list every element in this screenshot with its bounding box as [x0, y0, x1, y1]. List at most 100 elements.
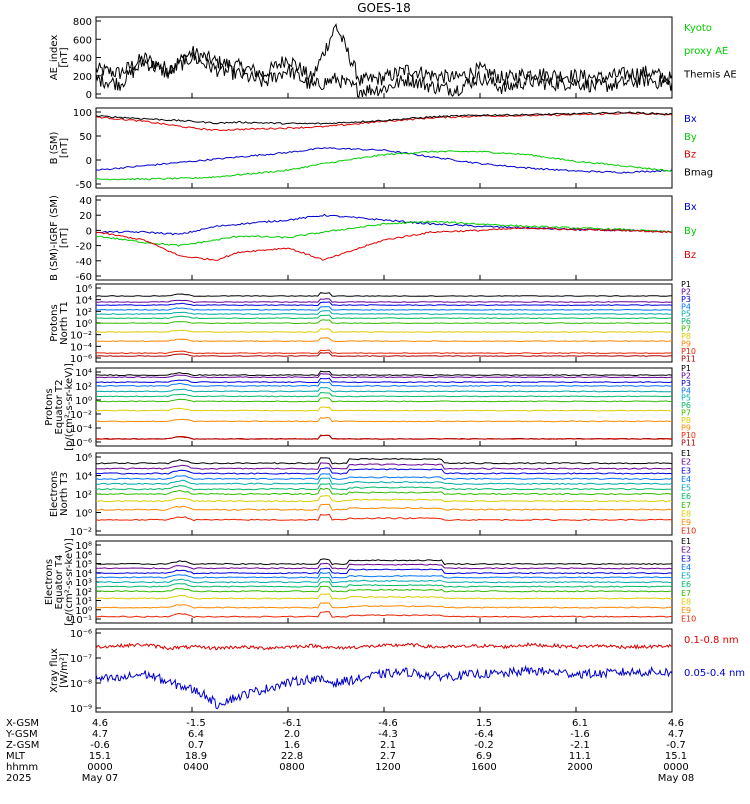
series-line-P4 — [95, 381, 673, 387]
ephemeris-value: May 07 — [82, 773, 119, 784]
ephemeris-value: -0.2 — [474, 740, 494, 751]
series-line-E5 — [95, 477, 673, 485]
y-tick-label: 10⁵ — [75, 560, 92, 571]
channel-label: P3 — [681, 295, 691, 304]
y-axis-label: Protons — [44, 388, 55, 425]
series-line-E10 — [95, 513, 673, 522]
panel-bigrf: 40 20 0 -20 -40 -60 B (SM)-IGRF (SM) [nT] Bx By Bz — [49, 195, 697, 283]
y-axis-label: North T1 — [59, 301, 70, 345]
legend-entry: proxy AE — [684, 46, 728, 57]
y-tick-label: 10⁻⁴ — [70, 424, 92, 435]
y-axis-label: Electrons — [49, 471, 60, 517]
channel-label: E10 — [681, 527, 696, 536]
ephemeris-value: 0.7 — [188, 740, 204, 751]
ephemeris-value: 11.1 — [569, 751, 591, 762]
y-axis-label: Equator T4 — [54, 555, 65, 610]
plot-title: GOES-18 — [357, 1, 411, 15]
channel-label: E1 — [681, 537, 691, 546]
y-tick-label: -60 — [76, 272, 92, 283]
series-line-P8 — [95, 406, 672, 412]
y-tick-label: 100 — [73, 108, 92, 119]
channel-label: P4 — [681, 386, 691, 395]
ephemeris-value: -4.6 — [378, 718, 398, 729]
series-line-P9 — [95, 416, 673, 423]
y-tick-label: 10² — [75, 382, 92, 393]
legend-entry: By — [684, 132, 697, 143]
series-line-E2 — [95, 462, 673, 470]
series-line-E7 — [95, 585, 673, 593]
channel-label: P7 — [681, 409, 691, 418]
series-line-P6 — [95, 314, 673, 320]
channel-label: P10 — [681, 347, 696, 356]
ephemeris-value: 22.8 — [281, 751, 303, 762]
y-tick-label: 40 — [79, 196, 92, 207]
series-line-0-05-0-4-nm — [95, 664, 673, 710]
ephemeris-value: 4.6 — [668, 718, 684, 729]
y-tick-label: 10⁴ — [75, 569, 92, 580]
channel-label: P10 — [681, 431, 696, 440]
legend-entry: 0.05-0.4 nm — [684, 668, 745, 679]
y-tick-label: 10⁻⁴ — [70, 342, 92, 353]
channel-label: P8 — [681, 332, 691, 341]
series-line-P2 — [95, 373, 673, 379]
y-tick-label: 0 — [86, 90, 92, 101]
y-tick-label: 10⁻⁶ — [70, 354, 92, 365]
y-tick-label: 10⁻² — [70, 527, 92, 538]
series-line-P11 — [96, 434, 673, 440]
series-line-E1 — [96, 457, 673, 465]
series-line-P3 — [95, 377, 673, 384]
ephemeris-value: 15.1 — [665, 751, 687, 762]
ephemeris-value: 2.7 — [380, 751, 396, 762]
ephemeris-value: 2.1 — [380, 740, 396, 751]
channel-label: P2 — [681, 371, 691, 380]
y-tick-label: 10⁸ — [75, 541, 92, 552]
channel-label: P11 — [681, 354, 696, 363]
series-line-E8 — [96, 593, 673, 600]
y-tick-label: 10⁻² — [70, 410, 92, 421]
ephemeris-value: -2.1 — [570, 740, 590, 751]
legend-entry: Bz — [684, 150, 696, 161]
ephemeris-value: 1600 — [471, 762, 496, 773]
y-tick-label: 0 — [86, 226, 92, 237]
legend-entry: 0.1-0.8 nm — [684, 635, 739, 646]
channel-label: P4 — [681, 302, 691, 311]
ephemeris-value: 2000 — [567, 762, 592, 773]
y-tick-label: 10¹ — [75, 597, 92, 608]
ephemeris-row-label: hhmm — [6, 762, 38, 773]
y-tick-label: 10⁰ — [75, 319, 92, 330]
legend-entry: Bmag — [684, 167, 713, 178]
legend-entry: Bz — [684, 250, 696, 261]
panel-bsm: 100 50 0 -50 B (SM) [nT] Bx By Bz Bmag — [49, 107, 713, 191]
channel-label: E3 — [681, 554, 691, 563]
y-axis-label: Equator T2 — [54, 380, 65, 435]
series-line-P2 — [96, 298, 673, 304]
channel-label: P7 — [681, 325, 691, 334]
y-tick-label: 200 — [73, 72, 92, 83]
y-axis-label: Protons — [49, 304, 60, 341]
series-line-P7 — [95, 397, 673, 403]
ephemeris-value: 4.7 — [92, 729, 108, 740]
y-tick-label: 10⁻⁹ — [70, 704, 92, 715]
y-tick-label: 10⁰ — [75, 606, 92, 617]
y-axis-label: [p/(cm²-s-sr-keV)] — [64, 363, 75, 451]
legend-entry: Kyoto — [684, 23, 712, 34]
y-tick-label: 10⁶ — [75, 453, 92, 464]
y-axis-label: AE_index — [49, 35, 60, 81]
y-tick-label: 600 — [73, 35, 92, 46]
y-tick-label: 10⁴ — [75, 296, 92, 307]
y-tick-label: -50 — [76, 180, 92, 191]
y-tick-label: 10² — [75, 490, 92, 501]
ephemeris-value: -0.6 — [90, 740, 110, 751]
ephemeris-value: 2.0 — [284, 729, 300, 740]
ephemeris-value: 15.1 — [89, 751, 111, 762]
ephemeris-value: 6.4 — [188, 729, 204, 740]
series-line-P7 — [96, 319, 673, 325]
channel-label: E5 — [681, 572, 691, 581]
series-line-P1 — [95, 292, 673, 297]
ephemeris-value: 0800 — [279, 762, 304, 773]
legend-entry: Bx — [684, 114, 697, 125]
series-line-E1 — [95, 558, 673, 566]
ephemeris-value: 4.7 — [668, 729, 684, 740]
